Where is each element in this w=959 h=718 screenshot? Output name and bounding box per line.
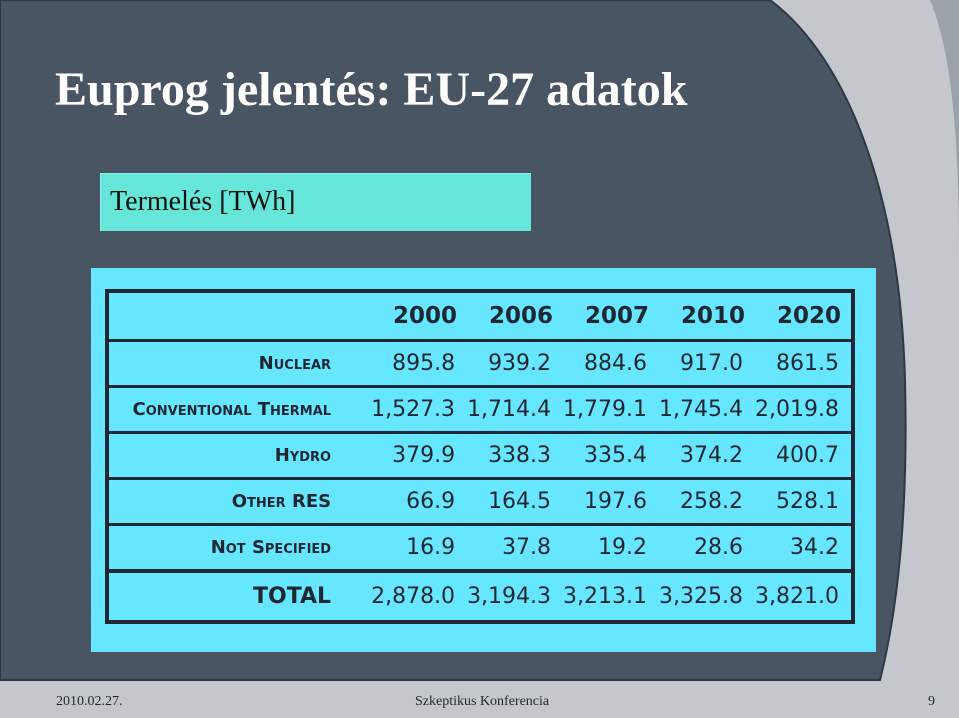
table-cell: 335.4	[563, 432, 660, 480]
slide-title: Euprog jelentés: EU-27 adatok	[55, 63, 688, 116]
table-cell: 16.9	[371, 524, 468, 573]
table-panel: 2000 2006 2007 2010 2020 Nuclear 895.8 9…	[91, 268, 876, 652]
subtitle: Termelés [TWh]	[110, 186, 296, 217]
total-cell: 3,821.0	[755, 569, 853, 624]
table-cell: 1,745.4	[659, 386, 756, 434]
subtitle-box: Termelés [TWh]	[100, 173, 531, 231]
table-cell: 37.8	[467, 524, 564, 573]
table-cell: 917.0	[659, 340, 756, 388]
row-label: Nuclear	[107, 340, 372, 388]
table-cell: 338.3	[467, 432, 564, 480]
table-header-row: 2000 2006 2007 2010 2020	[107, 291, 853, 342]
total-label: TOTAL	[107, 569, 372, 624]
table-cell: 861.5	[755, 340, 853, 388]
footer-conference: Szkeptikus Konferencia	[415, 694, 550, 709]
total-cell: 2,878.0	[371, 569, 468, 624]
footer-date: 2010.02.27.	[56, 694, 123, 709]
row-label: Other RES	[107, 478, 372, 526]
table-row: Not Specified 16.9 37.8 19.2 28.6 34.2	[107, 524, 853, 573]
table-cell: 528.1	[755, 478, 853, 526]
table-row: Conventional Thermal 1,527.3 1,714.4 1,7…	[107, 386, 853, 434]
table-cell: 895.8	[371, 340, 468, 388]
table-cell: 34.2	[755, 524, 853, 573]
table-row: Other RES 66.9 164.5 197.6 258.2 528.1	[107, 478, 853, 526]
table-cell: 1,779.1	[563, 386, 660, 434]
table-cell: 19.2	[563, 524, 660, 573]
table-cell: 197.6	[563, 478, 660, 526]
table-cell: 884.6	[563, 340, 660, 388]
column-header: 2006	[467, 291, 564, 342]
total-cell: 3,213.1	[563, 569, 660, 624]
row-label: Not Specified	[107, 524, 372, 573]
table-cell: 2,019.8	[755, 386, 853, 434]
column-header: 2020	[755, 291, 853, 342]
row-label: Conventional Thermal	[107, 386, 372, 434]
header-blank-cell	[107, 291, 372, 342]
total-cell: 3,194.3	[467, 569, 564, 624]
table-cell: 379.9	[371, 432, 468, 480]
column-header: 2007	[563, 291, 660, 342]
page-number: 9	[928, 694, 935, 709]
table-row: Nuclear 895.8 939.2 884.6 917.0 861.5	[107, 340, 853, 388]
table-cell: 28.6	[659, 524, 756, 573]
table-cell: 258.2	[659, 478, 756, 526]
table-cell: 1,527.3	[371, 386, 468, 434]
total-cell: 3,325.8	[659, 569, 756, 624]
row-label: Hydro	[107, 432, 372, 480]
energy-production-table: 2000 2006 2007 2010 2020 Nuclear 895.8 9…	[105, 289, 855, 624]
table-cell: 939.2	[467, 340, 564, 388]
table-cell: 374.2	[659, 432, 756, 480]
column-header: 2000	[371, 291, 468, 342]
column-header: 2010	[659, 291, 756, 342]
table-cell: 1,714.4	[467, 386, 564, 434]
table-cell: 400.7	[755, 432, 853, 480]
table-cell: 164.5	[467, 478, 564, 526]
table-total-row: TOTAL 2,878.0 3,194.3 3,213.1 3,325.8 3,…	[107, 569, 853, 624]
table-row: Hydro 379.9 338.3 335.4 374.2 400.7	[107, 432, 853, 480]
table-cell: 66.9	[371, 478, 468, 526]
